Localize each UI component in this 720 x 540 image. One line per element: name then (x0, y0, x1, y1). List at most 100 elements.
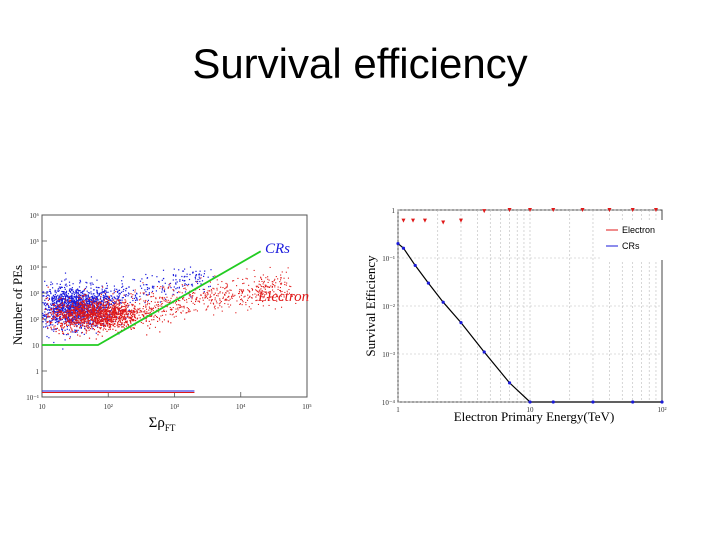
left-y-tick-label: 10⁻¹ (26, 394, 39, 402)
scatter-point-electron (85, 317, 87, 319)
scatter-point-electron (192, 292, 194, 294)
scatter-point-crs (78, 323, 80, 325)
scatter-point-electron (99, 307, 101, 309)
scatter-point-crs (46, 292, 48, 294)
scatter-point-crs (122, 285, 124, 287)
scatter-point-electron (77, 306, 79, 308)
scatter-point-electron (147, 301, 149, 303)
scatter-point-electron (100, 324, 102, 326)
scatter-point-crs (63, 315, 65, 317)
scatter-point-electron (220, 301, 222, 303)
scatter-point-electron (112, 321, 114, 323)
scatter-point-electron (168, 301, 170, 303)
scatter-point-crs (67, 301, 69, 303)
scatter-point-electron (134, 308, 136, 310)
scatter-point-electron (187, 308, 189, 310)
scatter-point-crs (136, 297, 138, 299)
scatter-point-crs (64, 279, 66, 281)
scatter-point-electron (213, 306, 215, 308)
scatter-point-crs (51, 298, 53, 300)
scatter-point-electron (145, 313, 147, 315)
scatter-point-crs (60, 308, 62, 310)
scatter-point-electron (177, 307, 179, 309)
scatter-point-electron (169, 283, 171, 285)
scatter-point-crs (186, 276, 188, 278)
scatter-point-crs (98, 294, 100, 296)
scatter-point-electron (290, 286, 292, 288)
scatter-point-electron (280, 283, 282, 285)
scatter-point-electron (102, 311, 104, 313)
left-x-axis-label: ΣρFT (149, 415, 176, 433)
scatter-point-crs (67, 303, 69, 306)
scatter-point-electron (83, 325, 85, 327)
scatter-point-electron (228, 300, 230, 302)
scatter-point-crs (85, 295, 87, 297)
scatter-point-electron (87, 315, 89, 317)
scatter-point-electron (112, 311, 114, 313)
scatter-point-crs (83, 317, 85, 319)
scatter-point-crs (163, 291, 166, 293)
scatter-point-crs (83, 290, 85, 292)
scatter-point-crs (48, 298, 50, 300)
scatter-point-electron (255, 296, 257, 298)
scatter-point-electron (121, 319, 124, 322)
scatter-point-crs (118, 295, 120, 297)
scatter-point-crs (61, 286, 63, 288)
scatter-point-crs (93, 293, 95, 295)
scatter-point-electron (54, 318, 56, 320)
scatter-point-electron (101, 318, 103, 320)
scatter-point-electron (62, 305, 64, 307)
scatter-point-electron (83, 304, 85, 306)
scatter-point-crs (103, 297, 105, 299)
scatter-point-electron (221, 306, 223, 308)
scatter-point-crs (87, 294, 89, 296)
scatter-point-crs (69, 290, 72, 292)
scatter-point-crs (68, 322, 70, 324)
scatter-point-electron (112, 321, 115, 323)
scatter-point-crs (77, 303, 79, 305)
scatter-point-crs (44, 319, 46, 321)
scatter-point-electron (84, 288, 86, 290)
scatter-point-crs (84, 303, 86, 305)
scatter-point-crs (55, 296, 57, 298)
scatter-point-electron (119, 321, 121, 323)
scatter-point-crs (84, 287, 87, 290)
scatter-point-electron (130, 316, 132, 319)
scatter-point-electron (177, 309, 179, 311)
scatter-point-crs (75, 324, 77, 326)
scatter-point-electron (281, 282, 283, 284)
scatter-point-crs (86, 302, 88, 304)
scatter-point-crs (99, 304, 101, 306)
scatter-point-electron (89, 314, 91, 316)
scatter-point-electron (171, 295, 173, 297)
scatter-point-electron (73, 325, 75, 327)
scatter-point-crs (97, 307, 99, 309)
scatter-point-electron (266, 285, 268, 287)
scatter-point-crs (65, 292, 67, 294)
scatter-point-electron (88, 314, 90, 316)
scatter-point-crs (173, 286, 175, 288)
scatter-point-electron (202, 292, 204, 294)
scatter-point-electron (99, 312, 101, 314)
scatter-point-electron (97, 314, 99, 316)
scatter-point-electron (59, 318, 61, 320)
scatter-point-crs (66, 300, 68, 302)
scatter-point-electron (207, 306, 209, 308)
scatter-point-electron (94, 302, 96, 304)
scatter-point-crs (94, 306, 96, 308)
scatter-point-electron (126, 315, 128, 317)
electron-point (607, 208, 612, 212)
scatter-point-electron (179, 291, 181, 293)
scatter-point-crs (175, 282, 177, 284)
scatter-point-electron (267, 281, 269, 283)
scatter-point-crs (55, 304, 57, 307)
scatter-point-electron (93, 309, 95, 311)
scatter-point-electron (76, 315, 78, 317)
scatter-point-crs (165, 293, 167, 295)
scatter-point-electron (115, 305, 117, 307)
scatter-point-electron (95, 324, 97, 326)
scatter-point-crs (69, 302, 71, 304)
scatter-point-crs (69, 307, 71, 310)
scatter-point-electron (50, 328, 52, 330)
scatter-point-electron (114, 323, 116, 325)
